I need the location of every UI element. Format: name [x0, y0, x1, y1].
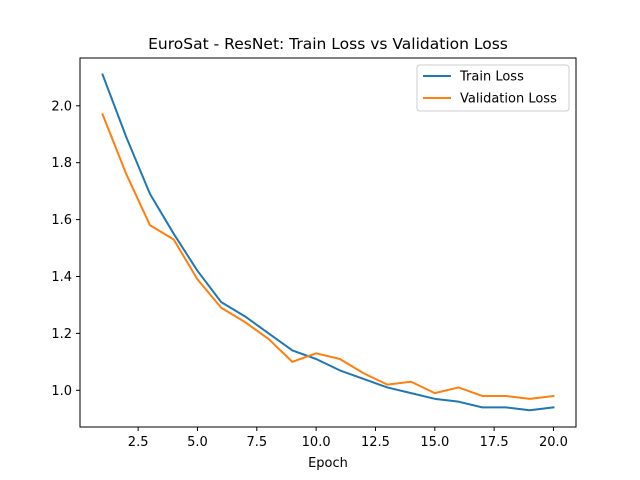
- x-tick-label: 5.0: [187, 435, 208, 450]
- x-axis-title: Epoch: [308, 456, 348, 471]
- legend: Train Loss Validation Loss: [416, 64, 570, 112]
- y-tick-label: 1.6: [51, 213, 72, 228]
- legend-box: [416, 64, 570, 112]
- legend-label: Train Loss: [459, 70, 524, 85]
- series-line-validation-loss: [101, 113, 555, 400]
- y-tick-label: 1.0: [51, 384, 72, 399]
- x-tick-label: 2.5: [128, 435, 149, 450]
- y-tick-label: 2.0: [51, 99, 72, 114]
- plot-frame: [79, 57, 577, 428]
- x-tick-label: 7.5: [246, 435, 267, 450]
- x-tick-label: 20.0: [539, 435, 568, 450]
- y-tick-label: 1.2: [51, 327, 72, 342]
- axes: 2.5 5.0 7.5 10.0 12.5 15.0 17.5 20.0 1.0 1.2 1.4 1.…: [51, 57, 577, 450]
- y-tick-label: 1.8: [51, 156, 72, 171]
- x-tick-label: 10.0: [302, 435, 331, 450]
- y-tick-label: 1.4: [51, 270, 72, 285]
- series-line-train-loss: [101, 73, 555, 412]
- chart-title: EuroSat - ResNet: Train Loss vs Validati…: [148, 35, 508, 53]
- legend-label: Validation Loss: [460, 92, 557, 107]
- x-tick-label: 17.5: [480, 435, 509, 450]
- x-tick-label: 12.5: [361, 435, 390, 450]
- plot-area: [101, 73, 555, 412]
- x-tick-label: 15.0: [420, 435, 449, 450]
